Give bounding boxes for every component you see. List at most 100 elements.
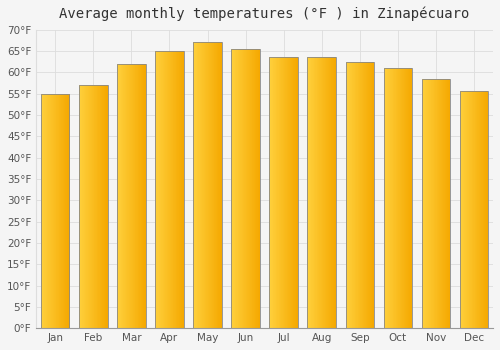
Bar (41, 93, 70, 328)
Bar (62, 93, 64, 328)
Bar (47, 93, 48, 328)
Bar (120, 64, 121, 328)
Bar (425, 79, 426, 328)
Bar (309, 57, 310, 328)
Bar (249, 49, 250, 328)
Bar (330, 57, 331, 328)
Bar (181, 51, 182, 328)
Bar (410, 68, 411, 328)
Bar (87, 85, 88, 328)
Bar (254, 49, 256, 328)
Bar (63, 93, 64, 328)
Bar (427, 79, 428, 328)
Bar (485, 91, 486, 328)
Bar (288, 57, 289, 328)
Bar (129, 64, 130, 328)
Bar (212, 42, 214, 328)
Bar (242, 49, 244, 328)
Bar (57, 93, 58, 328)
Bar (157, 51, 158, 328)
Bar (368, 62, 369, 328)
Bar (134, 64, 135, 328)
Bar (272, 57, 273, 328)
Bar (136, 64, 137, 328)
Bar (476, 91, 477, 328)
Bar (308, 57, 309, 328)
Bar (429, 79, 430, 328)
Bar (317, 57, 318, 328)
Bar (156, 51, 157, 328)
Bar (119, 64, 120, 328)
Bar (178, 51, 179, 328)
Bar (99, 85, 100, 328)
Bar (219, 42, 220, 328)
Bar (238, 49, 240, 328)
Bar (464, 91, 465, 328)
Bar (363, 62, 364, 328)
Bar (244, 49, 245, 328)
Bar (133, 64, 134, 328)
Bar (328, 57, 329, 328)
Bar (468, 91, 469, 328)
Bar (297, 57, 298, 328)
Bar (202, 42, 203, 328)
Bar (477, 91, 478, 328)
Bar (403, 68, 404, 328)
Bar (52, 93, 53, 328)
Bar (100, 85, 102, 328)
Bar (46, 93, 48, 328)
Bar (233, 49, 234, 328)
Bar (356, 62, 357, 328)
Bar (355, 62, 356, 328)
Bar (240, 49, 241, 328)
Bar (236, 49, 237, 328)
Bar (56, 93, 57, 328)
Bar (271, 57, 272, 328)
Bar (361, 62, 362, 328)
Bar (325, 57, 326, 328)
Bar (67, 93, 68, 328)
Bar (123, 64, 124, 328)
Bar (159, 51, 160, 328)
Bar (250, 49, 251, 328)
Bar (333, 57, 334, 328)
Bar (384, 68, 386, 328)
Bar (165, 51, 166, 328)
Bar (400, 68, 402, 328)
Bar (367, 62, 368, 328)
Bar (218, 42, 219, 328)
Bar (475, 91, 476, 328)
Bar (79, 85, 108, 328)
Bar (278, 57, 279, 328)
Bar (487, 91, 488, 328)
Bar (270, 57, 271, 328)
Bar (242, 49, 243, 328)
Bar (384, 68, 385, 328)
Bar (357, 62, 358, 328)
Bar (396, 68, 397, 328)
Bar (127, 64, 128, 328)
Bar (173, 51, 174, 328)
Bar (69, 93, 70, 328)
Bar (248, 49, 249, 328)
Bar (424, 79, 425, 328)
Bar (193, 42, 222, 328)
Bar (140, 64, 141, 328)
Bar (440, 79, 441, 328)
Bar (277, 57, 278, 328)
Bar (283, 57, 284, 328)
Bar (407, 68, 408, 328)
Bar (176, 51, 177, 328)
Bar (92, 85, 94, 328)
Bar (295, 57, 296, 328)
Bar (335, 57, 336, 328)
Bar (118, 64, 119, 328)
Bar (82, 85, 83, 328)
Bar (479, 91, 480, 328)
Bar (125, 64, 126, 328)
Bar (214, 42, 215, 328)
Bar (470, 91, 471, 328)
Bar (390, 68, 391, 328)
Bar (285, 57, 286, 328)
Bar (88, 85, 90, 328)
